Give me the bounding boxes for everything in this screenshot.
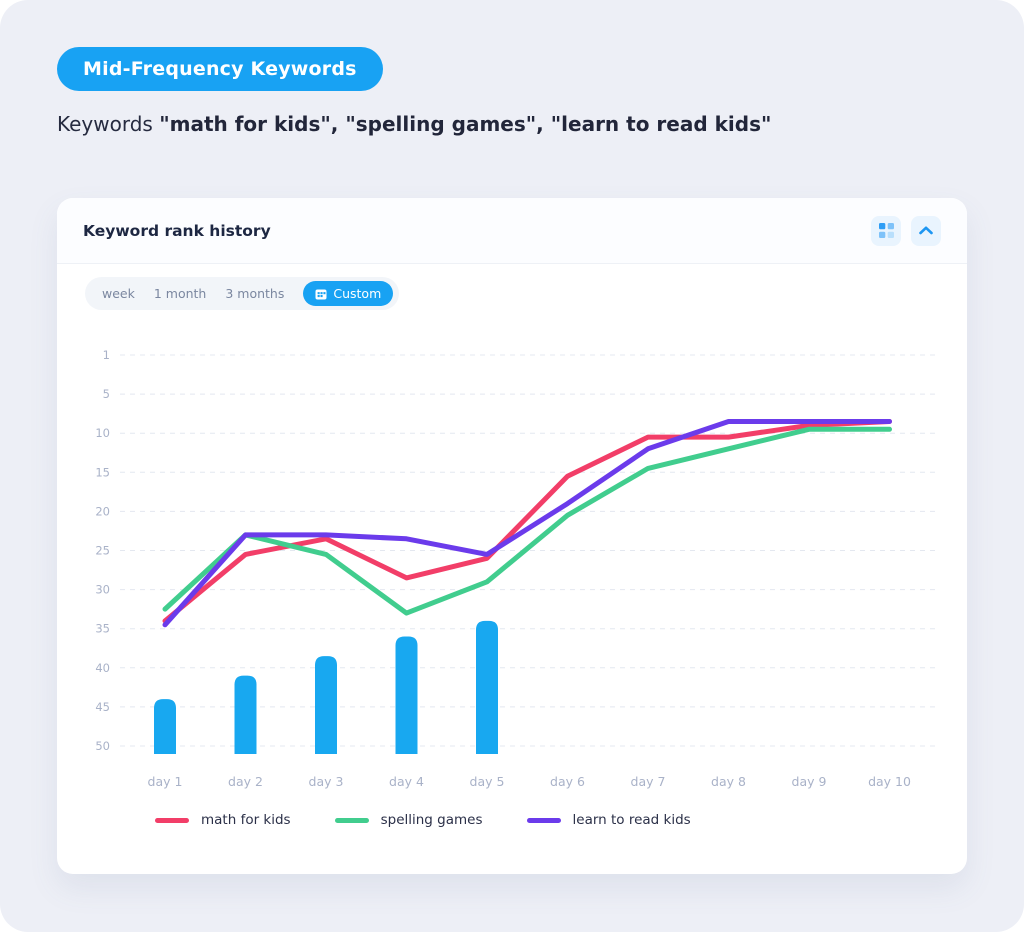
x-axis-label: day 2 <box>228 774 263 789</box>
x-axis-label: day 1 <box>148 774 183 789</box>
y-axis-label: 15 <box>95 465 110 479</box>
legend-item: spelling games <box>334 812 483 828</box>
legend-label: spelling games <box>380 812 483 828</box>
card-header: Keyword rank history <box>57 198 967 264</box>
x-axis-label: day 8 <box>711 774 746 789</box>
y-axis-label: 40 <box>95 661 110 675</box>
calendar-icon <box>315 289 327 299</box>
x-axis-label: day 7 <box>631 774 666 789</box>
card-title: Keyword rank history <box>83 221 271 240</box>
apps-grid-button[interactable] <box>871 215 901 246</box>
volume-bar <box>154 699 176 754</box>
keywords-heading: Keywords "math for kids", "spelling game… <box>57 112 771 136</box>
y-axis-label: 50 <box>95 739 110 753</box>
x-axis-label: day 5 <box>470 774 505 789</box>
volume-bar <box>395 636 418 754</box>
legend-item: math for kids <box>155 812 291 828</box>
x-axis-label: day 10 <box>868 774 911 789</box>
collapse-button[interactable] <box>911 215 941 246</box>
tab-1-month[interactable]: 1 month <box>153 286 207 301</box>
y-axis-label: 10 <box>95 426 110 440</box>
apps-grid-icon <box>878 223 894 238</box>
volume-bar <box>476 620 498 754</box>
tab-custom[interactable]: Custom <box>303 281 394 306</box>
rank-history-card: Keyword rank history wee <box>57 198 967 874</box>
legend-swatch-icon <box>334 817 369 823</box>
series-line-learn-to-read-kids <box>162 419 892 628</box>
volume-bar <box>234 675 257 754</box>
x-axis-label: day 3 <box>309 774 344 789</box>
y-axis-label: 45 <box>95 700 110 714</box>
y-axis-label: 25 <box>95 544 110 558</box>
chart-legend: math for kids spelling games learn to read… <box>155 812 691 828</box>
volume-bar <box>315 656 337 754</box>
legend-item: learn to read kids <box>526 812 691 828</box>
heading-keywords: "math for kids", "spelling games", "lear… <box>159 112 772 136</box>
date-range-tabs: week 1 month 3 months Custom <box>85 277 400 310</box>
legend-swatch-icon <box>526 817 561 823</box>
category-pill: Mid-Frequency Keywords <box>57 47 383 91</box>
series-line-spelling-games <box>162 426 892 616</box>
x-axis-label: day 6 <box>550 774 585 789</box>
y-axis-label: 35 <box>95 622 110 636</box>
tab-3-months[interactable]: 3 months <box>225 286 285 301</box>
legend-label: learn to read kids <box>572 812 691 828</box>
tab-week[interactable]: week <box>102 286 135 301</box>
series-line-math-for-kids <box>162 419 892 624</box>
chevron-up-icon <box>919 226 933 235</box>
tab-custom-label: Custom <box>333 286 382 301</box>
legend-label: math for kids <box>201 812 291 828</box>
card-actions <box>871 215 941 246</box>
legend-swatch-icon <box>155 817 189 823</box>
heading-prefix: Keywords <box>57 112 160 136</box>
y-axis-label: 1 <box>103 348 110 362</box>
y-axis-label: 5 <box>103 387 110 401</box>
y-axis-label: 30 <box>95 583 110 597</box>
x-axis-label: day 4 <box>389 774 424 789</box>
x-axis-label: day 9 <box>792 774 827 789</box>
y-axis-label: 20 <box>95 504 110 518</box>
